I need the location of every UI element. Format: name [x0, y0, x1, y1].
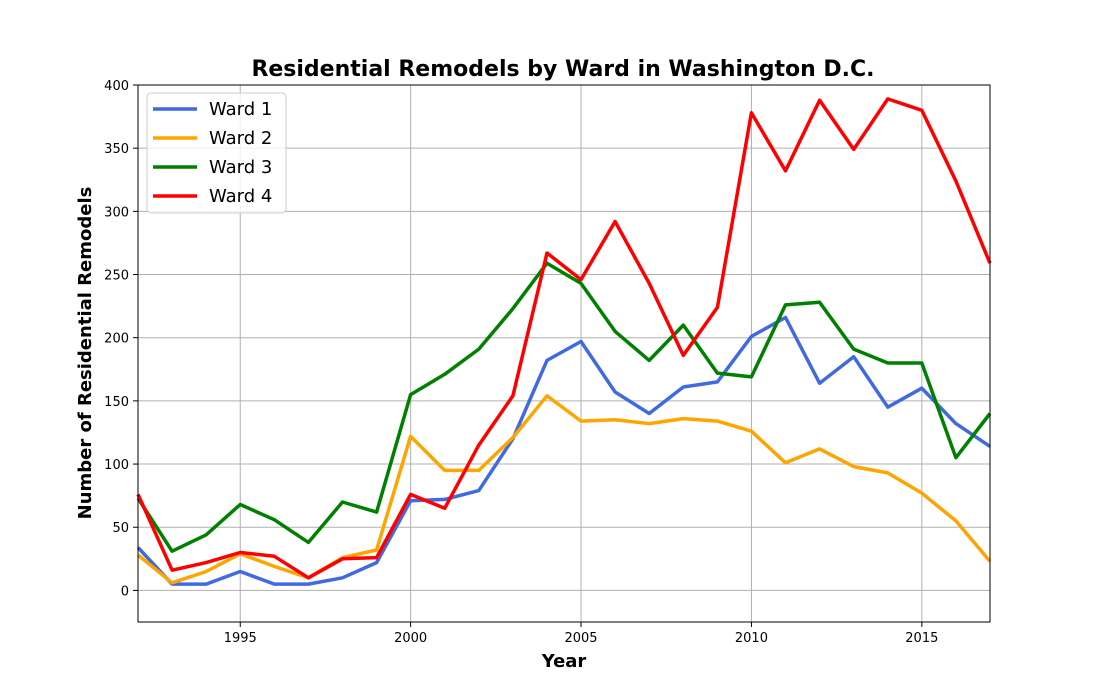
- x-tick-label: 2010: [735, 631, 768, 646]
- y-axis: 0 50 100 150 200 250 300 350 400: [104, 79, 138, 599]
- chart-title: Residential Remodels by Ward in Washingt…: [251, 57, 874, 82]
- y-axis-label: Number of Residential Remodels: [75, 187, 96, 520]
- x-axis: 1995 2000 2005 2010 2015: [224, 622, 938, 646]
- y-tick-label: 50: [112, 521, 129, 536]
- legend-label: Ward 1: [209, 99, 272, 120]
- y-tick-label: 200: [104, 332, 129, 347]
- x-tick-label: 2005: [564, 631, 597, 646]
- x-tick-label: 2015: [905, 631, 938, 646]
- series-line-ward-1: [136, 315, 991, 586]
- x-tick-label: 1995: [224, 631, 257, 646]
- y-tick-label: 150: [104, 395, 129, 410]
- x-tick-label: 2000: [394, 631, 427, 646]
- series-line-ward-3: [136, 261, 992, 553]
- legend-label: Ward 2: [209, 128, 272, 149]
- y-tick-label: 400: [104, 79, 129, 94]
- x-axis-label: Year: [541, 651, 587, 672]
- y-tick-label: 0: [121, 584, 129, 599]
- plot-frame: [137, 84, 991, 623]
- legend-label: Ward 3: [209, 157, 272, 178]
- legend-label: Ward 4: [209, 186, 272, 207]
- series-line-ward-2: [136, 394, 992, 585]
- y-tick-label: 350: [104, 142, 129, 157]
- series-layer: [136, 97, 992, 586]
- y-tick-label: 250: [104, 269, 129, 284]
- y-tick-label: 100: [104, 458, 129, 473]
- legend-box: [146, 92, 287, 214]
- series-line-ward-4: [136, 97, 992, 580]
- y-tick-label: 300: [104, 205, 129, 220]
- legend: Ward 1 Ward 2 Ward 3 Ward 4: [146, 92, 287, 214]
